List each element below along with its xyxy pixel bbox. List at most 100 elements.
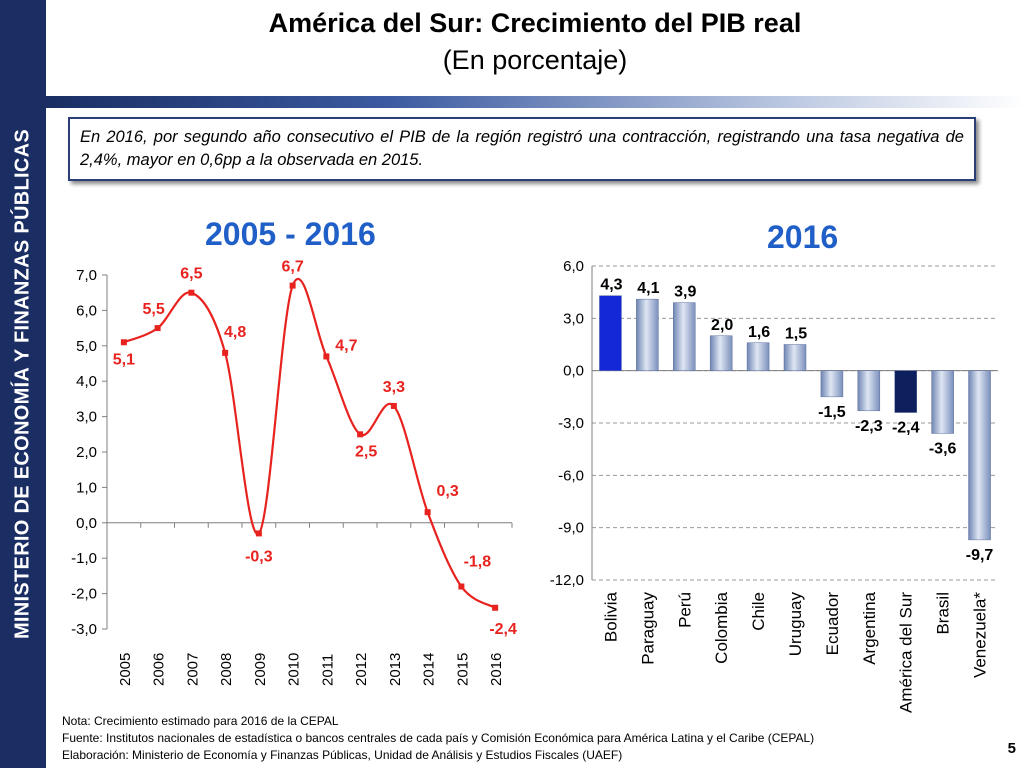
category-label: Colombia bbox=[712, 591, 731, 663]
data-point bbox=[492, 604, 499, 611]
data-label: 5,5 bbox=[143, 301, 165, 318]
data-point bbox=[323, 353, 330, 360]
y-tick-label: -3,0 bbox=[71, 621, 97, 638]
x-tick-label: 2007 bbox=[184, 653, 201, 686]
category-label: Perú bbox=[675, 592, 694, 628]
bar bbox=[709, 335, 733, 371]
data-label: 2,0 bbox=[711, 317, 733, 334]
bar bbox=[746, 342, 770, 371]
bar bbox=[894, 370, 917, 413]
data-label: 3,9 bbox=[674, 284, 696, 301]
data-label: 6,7 bbox=[282, 259, 304, 276]
data-label: -1,8 bbox=[464, 554, 492, 571]
category-label: Bolivia bbox=[601, 591, 620, 642]
data-label: 3,3 bbox=[383, 379, 405, 396]
data-point bbox=[289, 282, 296, 289]
data-label: -3,6 bbox=[929, 440, 957, 457]
data-point bbox=[154, 325, 161, 332]
category-label: América del Sur bbox=[897, 592, 916, 713]
data-label: 4,8 bbox=[224, 324, 246, 341]
page-title: América del Sur: Crecimiento del PIB rea… bbox=[268, 8, 802, 38]
bar bbox=[783, 344, 807, 371]
data-point bbox=[424, 509, 431, 516]
y-tick-label: 4,0 bbox=[76, 373, 97, 390]
x-tick-label: 2010 bbox=[286, 653, 303, 686]
x-tick-label: 2015 bbox=[454, 653, 471, 686]
header-rule bbox=[46, 96, 1024, 108]
data-label: 6,5 bbox=[180, 266, 202, 283]
category-label: Venezuela* bbox=[971, 592, 990, 678]
sidebar: MINISTERIO DE ECONOMÍA Y FINANZAS PÚBLIC… bbox=[0, 0, 46, 768]
data-label: -2,4 bbox=[892, 420, 920, 437]
data-label: 1,5 bbox=[785, 326, 807, 343]
footer-note: Nota: Crecimiento estimado para 2016 de … bbox=[62, 714, 339, 728]
y-tick-label: 7,0 bbox=[76, 267, 97, 284]
category-label: Argentina bbox=[860, 591, 879, 664]
bar bbox=[931, 370, 954, 434]
y-tick-label: 0,0 bbox=[76, 515, 97, 532]
y-tick-label: 2,0 bbox=[76, 444, 97, 461]
bar bbox=[968, 370, 991, 541]
y-tick-label: -3,0 bbox=[558, 415, 584, 432]
y-tick-label: -12,0 bbox=[550, 572, 584, 589]
x-tick-label: 2014 bbox=[421, 653, 438, 686]
y-tick-label: 6,0 bbox=[563, 258, 584, 275]
x-tick-label: 2009 bbox=[252, 653, 269, 686]
line-chart-title: 2005 - 2016 bbox=[205, 216, 376, 252]
y-tick-label: -2,0 bbox=[71, 586, 97, 603]
bar bbox=[820, 370, 844, 398]
footer-credit: Elaboración: Ministerio de Economía y Fi… bbox=[62, 748, 623, 762]
data-point bbox=[255, 530, 262, 537]
footer-notes: Nota: Crecimiento estimado para 2016 de … bbox=[62, 713, 814, 764]
data-label: 0,3 bbox=[437, 483, 459, 500]
data-label: 5,1 bbox=[113, 351, 135, 368]
y-tick-label: 0,0 bbox=[563, 363, 584, 380]
category-label: Paraguay bbox=[638, 592, 657, 665]
data-point bbox=[458, 583, 465, 590]
y-tick-label: 3,0 bbox=[563, 310, 584, 327]
y-tick-label: 1,0 bbox=[76, 479, 97, 496]
x-tick-label: 2012 bbox=[353, 653, 370, 686]
data-label: -2,4 bbox=[489, 621, 517, 638]
y-tick-label: 3,0 bbox=[76, 409, 97, 426]
bar bbox=[599, 295, 622, 371]
y-tick-label: 6,0 bbox=[76, 302, 97, 319]
category-label: Uruguay bbox=[786, 592, 805, 657]
data-label: 4,1 bbox=[637, 280, 659, 297]
data-label: -0,3 bbox=[245, 548, 273, 565]
page-subtitle: (En porcentaje) bbox=[442, 45, 628, 75]
x-tick-label: 2016 bbox=[488, 653, 505, 686]
bar bbox=[636, 298, 659, 371]
bar-chart-title: 2016 bbox=[767, 219, 839, 255]
x-tick-label: 2013 bbox=[387, 653, 404, 686]
x-tick-label: 2005 bbox=[117, 653, 134, 686]
data-point bbox=[222, 349, 229, 356]
data-point bbox=[120, 339, 127, 346]
data-label: -1,5 bbox=[818, 404, 846, 421]
x-tick-label: 2006 bbox=[151, 653, 168, 686]
bar bbox=[673, 302, 696, 371]
page-number: 5 bbox=[1007, 740, 1016, 757]
data-label: 4,7 bbox=[335, 337, 357, 354]
y-tick-label: 5,0 bbox=[76, 338, 97, 355]
data-label: 1,6 bbox=[748, 324, 770, 341]
category-label: Ecuador bbox=[823, 592, 842, 656]
x-tick-label: 2011 bbox=[319, 654, 336, 686]
category-label: Chile bbox=[749, 592, 768, 631]
y-tick-label: -9,0 bbox=[558, 520, 584, 537]
data-point bbox=[357, 431, 364, 438]
data-label: -2,3 bbox=[855, 418, 883, 435]
category-label: Brasil bbox=[934, 592, 953, 635]
summary-note: En 2016, por segundo año consecutivo el … bbox=[68, 117, 976, 181]
footer-source: Fuente: Institutos nacionales de estadís… bbox=[62, 731, 815, 745]
data-point bbox=[188, 289, 195, 296]
data-label: 2,5 bbox=[355, 443, 377, 460]
y-tick-label: -6,0 bbox=[558, 467, 584, 484]
bar bbox=[857, 370, 881, 412]
x-tick-label: 2008 bbox=[218, 653, 235, 686]
data-point bbox=[390, 402, 397, 409]
data-label: -9,7 bbox=[966, 547, 994, 564]
y-tick-label: -1,0 bbox=[71, 550, 97, 567]
